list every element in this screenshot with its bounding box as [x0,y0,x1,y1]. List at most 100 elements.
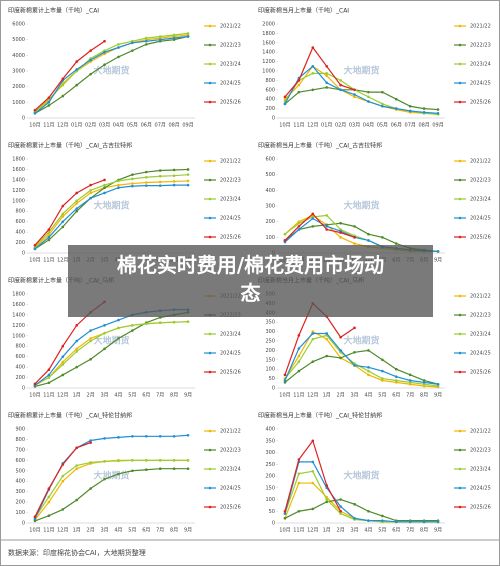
legend-dot [458,505,462,509]
point [131,184,134,188]
point [353,93,356,96]
x-tick-label: 7月 [406,528,414,534]
point [75,446,79,450]
y-tick-label: 350 [265,438,275,444]
series-line [34,35,189,114]
point [297,221,301,225]
legend-label: 2024/25 [470,81,491,87]
point [339,221,342,225]
point [131,177,134,181]
point [422,111,426,114]
chart-title: 印度新棉当月上市量（千吨）_CAI [258,7,349,15]
point [381,102,384,106]
point [144,184,148,187]
point [297,90,301,94]
y-tick-label: 700 [15,447,25,453]
point [297,509,301,513]
point [436,112,440,115]
point [311,481,315,485]
point [103,324,106,327]
point [172,36,176,40]
series-line [34,311,189,388]
point [61,212,65,216]
y-tick-label: 4000 [12,53,25,59]
legend-label: 2021/22 [470,429,491,435]
legend-label: 2024/25 [220,216,241,222]
point [131,41,134,45]
point [131,324,134,327]
point [158,180,162,184]
point [61,94,65,98]
y-tick-label: 1600 [12,167,25,173]
point [172,467,176,470]
x-tick-label: 4月 [364,528,372,534]
point [353,350,356,354]
legend-label: 2023/24 [220,467,241,473]
point [103,460,106,463]
x-tick-label: 2月 [337,393,345,399]
legend-dot [208,370,212,374]
y-tick-label: 800 [15,344,25,350]
point [131,329,134,332]
point [381,236,384,239]
legend-label: 2025/26 [470,370,491,376]
legend-label: 2022/23 [220,43,241,49]
legend-label: 2024/25 [220,486,241,492]
point [61,344,65,348]
x-tick-label: 4月 [364,393,372,399]
legend-label: 2024/25 [470,486,491,492]
x-tick-label: 10月 [29,528,40,534]
x-tick-label: 1月 [73,393,81,399]
x-tick-label: 10月 [29,393,40,399]
point [381,519,384,522]
series-line [284,86,439,111]
point [422,107,426,110]
point [297,458,301,461]
point [172,435,176,438]
point [75,68,79,71]
x-tick-label: 03月 [99,123,110,129]
point [158,321,162,325]
legend-label: 2023/24 [470,467,491,473]
x-tick-label: 12月 [307,528,318,534]
x-tick-label: 03月 [349,123,360,129]
y-tick-label: 3000 [12,69,25,75]
y-tick-label: 800 [15,209,25,215]
y-tick-label: 150 [265,357,275,363]
point [353,326,356,330]
point [186,183,190,187]
point [47,376,51,379]
point [367,95,370,99]
y-tick-label: 300 [265,329,275,335]
point [408,382,412,386]
point [103,477,106,481]
point [47,500,51,504]
point [311,88,315,92]
y-tick-label: 200 [15,500,25,506]
x-tick-label: 6月 [392,393,400,399]
point [172,33,176,37]
chart-title: 印度新棉累计上市量（千吨）_CAI [8,7,99,15]
y-tick-label: 1800 [12,157,25,163]
series-line [34,174,189,248]
x-tick-label: 5月 [378,393,386,399]
series-line [34,32,189,113]
legend-label: 2025/26 [220,100,241,106]
point [339,88,342,92]
y-tick-label: 0 [22,521,25,527]
series-line [34,168,189,250]
legend-dot [458,100,462,104]
point [381,358,384,362]
y-tick-label: 400 [15,479,25,485]
point [103,178,106,182]
y-tick-label: 600 [15,219,25,225]
point [311,360,315,363]
point [144,36,148,40]
point [408,109,412,113]
series-line [34,184,189,250]
legend-label: 2021/22 [470,294,491,300]
point [131,182,134,185]
point [186,320,190,323]
legend-dot [208,467,212,471]
point [408,104,412,108]
